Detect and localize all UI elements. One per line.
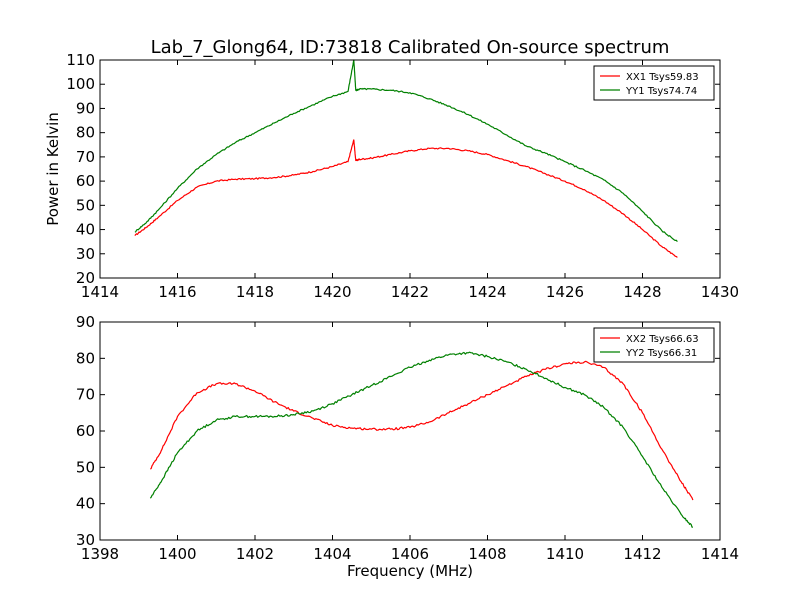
panel1-xtick-label: 1422 — [391, 283, 429, 301]
panel2-series-1-line — [149, 360, 694, 501]
panel2-xtick-label: 1402 — [236, 545, 274, 563]
panel1-xtick-label: 1414 — [81, 283, 119, 301]
panel1-xtick-label: 1426 — [546, 283, 584, 301]
panel2-xtick-label: 1414 — [701, 545, 739, 563]
panel2-xtick-label: 1404 — [313, 545, 351, 563]
panel1-xtick-label: 1424 — [468, 283, 506, 301]
panel1-ytick-label: 100 — [66, 75, 95, 93]
panel1-series-1-line — [134, 139, 678, 258]
panel1-xtick-label: 1416 — [158, 283, 196, 301]
panel2-ytick-label: 70 — [76, 386, 95, 404]
panel2-xtick-label: 1398 — [81, 545, 119, 563]
panel1-xtick-label: 1420 — [313, 283, 351, 301]
panel2-xtick-label: 1408 — [468, 545, 506, 563]
panel1-xtick-label: 1430 — [701, 283, 739, 301]
panel2-ytick-label: 30 — [76, 531, 95, 549]
panel2-xtick-label: 1410 — [546, 545, 584, 563]
panel2-legend-label-2: YY2 Tsys66.31 — [625, 348, 697, 359]
panel1-ytick-label: 50 — [76, 196, 95, 214]
panel1-legend: XX1 Tsys59.83 YY1 Tsys74.74 — [593, 65, 715, 101]
panel2-series-2-line — [149, 351, 693, 528]
y-axis-label: Power in Kelvin — [44, 112, 62, 226]
panel1-ytick-label: 30 — [76, 245, 95, 263]
figure-title: Lab_7_Glong64, ID:73818 Calibrated On-so… — [151, 37, 670, 58]
panel2-xtick-label: 1412 — [623, 545, 661, 563]
plot-bottom: 1398 1400 1402 1404 1406 1408 1410 1412 1414 30 40… — [76, 313, 739, 563]
panel1-ytick-label: 60 — [76, 172, 95, 190]
panel1-ytick-label: 20 — [76, 269, 95, 287]
panel1-ytick-label: 70 — [76, 148, 95, 166]
panel1-ytick-label: 110 — [66, 51, 95, 69]
panel2-legend-box — [593, 327, 715, 363]
panel2-ytick-label: 80 — [76, 349, 95, 367]
panel2-legend: XX2 Tsys66.63 YY2 Tsys66.31 — [593, 327, 715, 363]
panel2-xtick-label: 1406 — [391, 545, 429, 563]
panel1-legend-label-1: XX1 Tsys59.83 — [626, 72, 699, 83]
panel1-ytick-label: 80 — [76, 124, 95, 142]
panel1-ytick-label: 40 — [76, 221, 95, 239]
panel2-legend-label-1: XX2 Tsys66.63 — [626, 334, 699, 345]
panel1-xtick-label: 1428 — [623, 283, 661, 301]
panel2-ytick-label: 40 — [76, 495, 95, 513]
panel1-xtick-label: 1418 — [236, 283, 274, 301]
panel2-xtick-label: 1400 — [158, 545, 196, 563]
panel2-ytick-label: 90 — [76, 313, 95, 331]
panel1-legend-label-2: YY1 Tsys74.74 — [625, 86, 697, 97]
x-axis-label: Frequency (MHz) — [347, 562, 473, 580]
panel2-ytick-label: 60 — [76, 422, 95, 440]
panel2-ytick-label: 50 — [76, 458, 95, 476]
panel1-ytick-label: 90 — [76, 99, 95, 117]
plot-top: 1414 1416 1418 1420 1422 1424 1426 1428 1430 20 30… — [66, 51, 739, 301]
panel1-legend-box — [593, 65, 715, 101]
panel1-series-2-line — [134, 59, 678, 243]
